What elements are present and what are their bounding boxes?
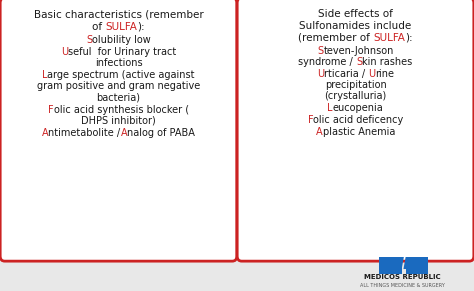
- Text: ntimetabolite /: ntimetabolite /: [48, 127, 120, 138]
- Text: olic acid deficency: olic acid deficency: [313, 115, 403, 125]
- Text: DHPS inhibitor): DHPS inhibitor): [81, 116, 156, 126]
- Text: F: F: [308, 115, 313, 125]
- Text: syndrome /: syndrome /: [298, 57, 356, 67]
- Text: precipitation: precipitation: [325, 80, 386, 90]
- Text: rine: rine: [375, 69, 394, 79]
- Text: (crystalluria): (crystalluria): [324, 91, 387, 101]
- Text: (remember of: (remember of: [298, 33, 374, 42]
- Text: A: A: [42, 127, 48, 138]
- Text: kin rashes: kin rashes: [363, 57, 413, 67]
- Text: plastic Anemia: plastic Anemia: [323, 127, 395, 136]
- Text: olic acid synthesis blocker (: olic acid synthesis blocker (: [54, 105, 189, 115]
- Text: nalog of PABA: nalog of PABA: [127, 127, 195, 138]
- FancyBboxPatch shape: [0, 0, 237, 261]
- Text: A: A: [316, 127, 323, 136]
- Text: Basic characteristics (remember: Basic characteristics (remember: [34, 9, 203, 19]
- Text: U: U: [317, 69, 324, 79]
- Text: rticaria /: rticaria /: [324, 69, 368, 79]
- Text: ):: ):: [405, 33, 413, 42]
- Text: S: S: [317, 45, 323, 56]
- FancyBboxPatch shape: [237, 0, 474, 261]
- Text: ):: ):: [137, 22, 145, 32]
- FancyBboxPatch shape: [406, 257, 428, 274]
- Text: olubility low: olubility low: [92, 36, 151, 45]
- Text: of: of: [92, 22, 105, 32]
- Text: teven-Johnson: teven-Johnson: [323, 45, 394, 56]
- Text: S: S: [356, 57, 363, 67]
- Text: bacteria): bacteria): [97, 92, 140, 102]
- Text: seful  for Urinary tract: seful for Urinary tract: [68, 47, 176, 57]
- Text: L: L: [42, 70, 47, 80]
- Text: L: L: [328, 103, 333, 113]
- Text: eucopenia: eucopenia: [333, 103, 383, 113]
- Text: MEDICOS REPUBLIC: MEDICOS REPUBLIC: [364, 274, 440, 280]
- Text: gram positive and gram negative: gram positive and gram negative: [37, 81, 200, 91]
- Text: F: F: [48, 105, 54, 115]
- Text: Sulfonamides include: Sulfonamides include: [300, 21, 411, 31]
- Text: arge spectrum (active against: arge spectrum (active against: [47, 70, 195, 80]
- Text: MR: MR: [389, 257, 415, 272]
- Text: infections: infections: [95, 58, 142, 68]
- Text: SULFA: SULFA: [105, 22, 137, 32]
- Text: SULFA: SULFA: [374, 33, 405, 42]
- FancyBboxPatch shape: [379, 257, 402, 274]
- Text: U: U: [61, 47, 68, 57]
- Text: U: U: [368, 69, 375, 79]
- Text: Side effects of: Side effects of: [318, 9, 393, 19]
- Text: ALL THINGS MEDICINE & SURGERY: ALL THINGS MEDICINE & SURGERY: [359, 283, 445, 288]
- Text: A: A: [120, 127, 127, 138]
- Text: S: S: [86, 36, 92, 45]
